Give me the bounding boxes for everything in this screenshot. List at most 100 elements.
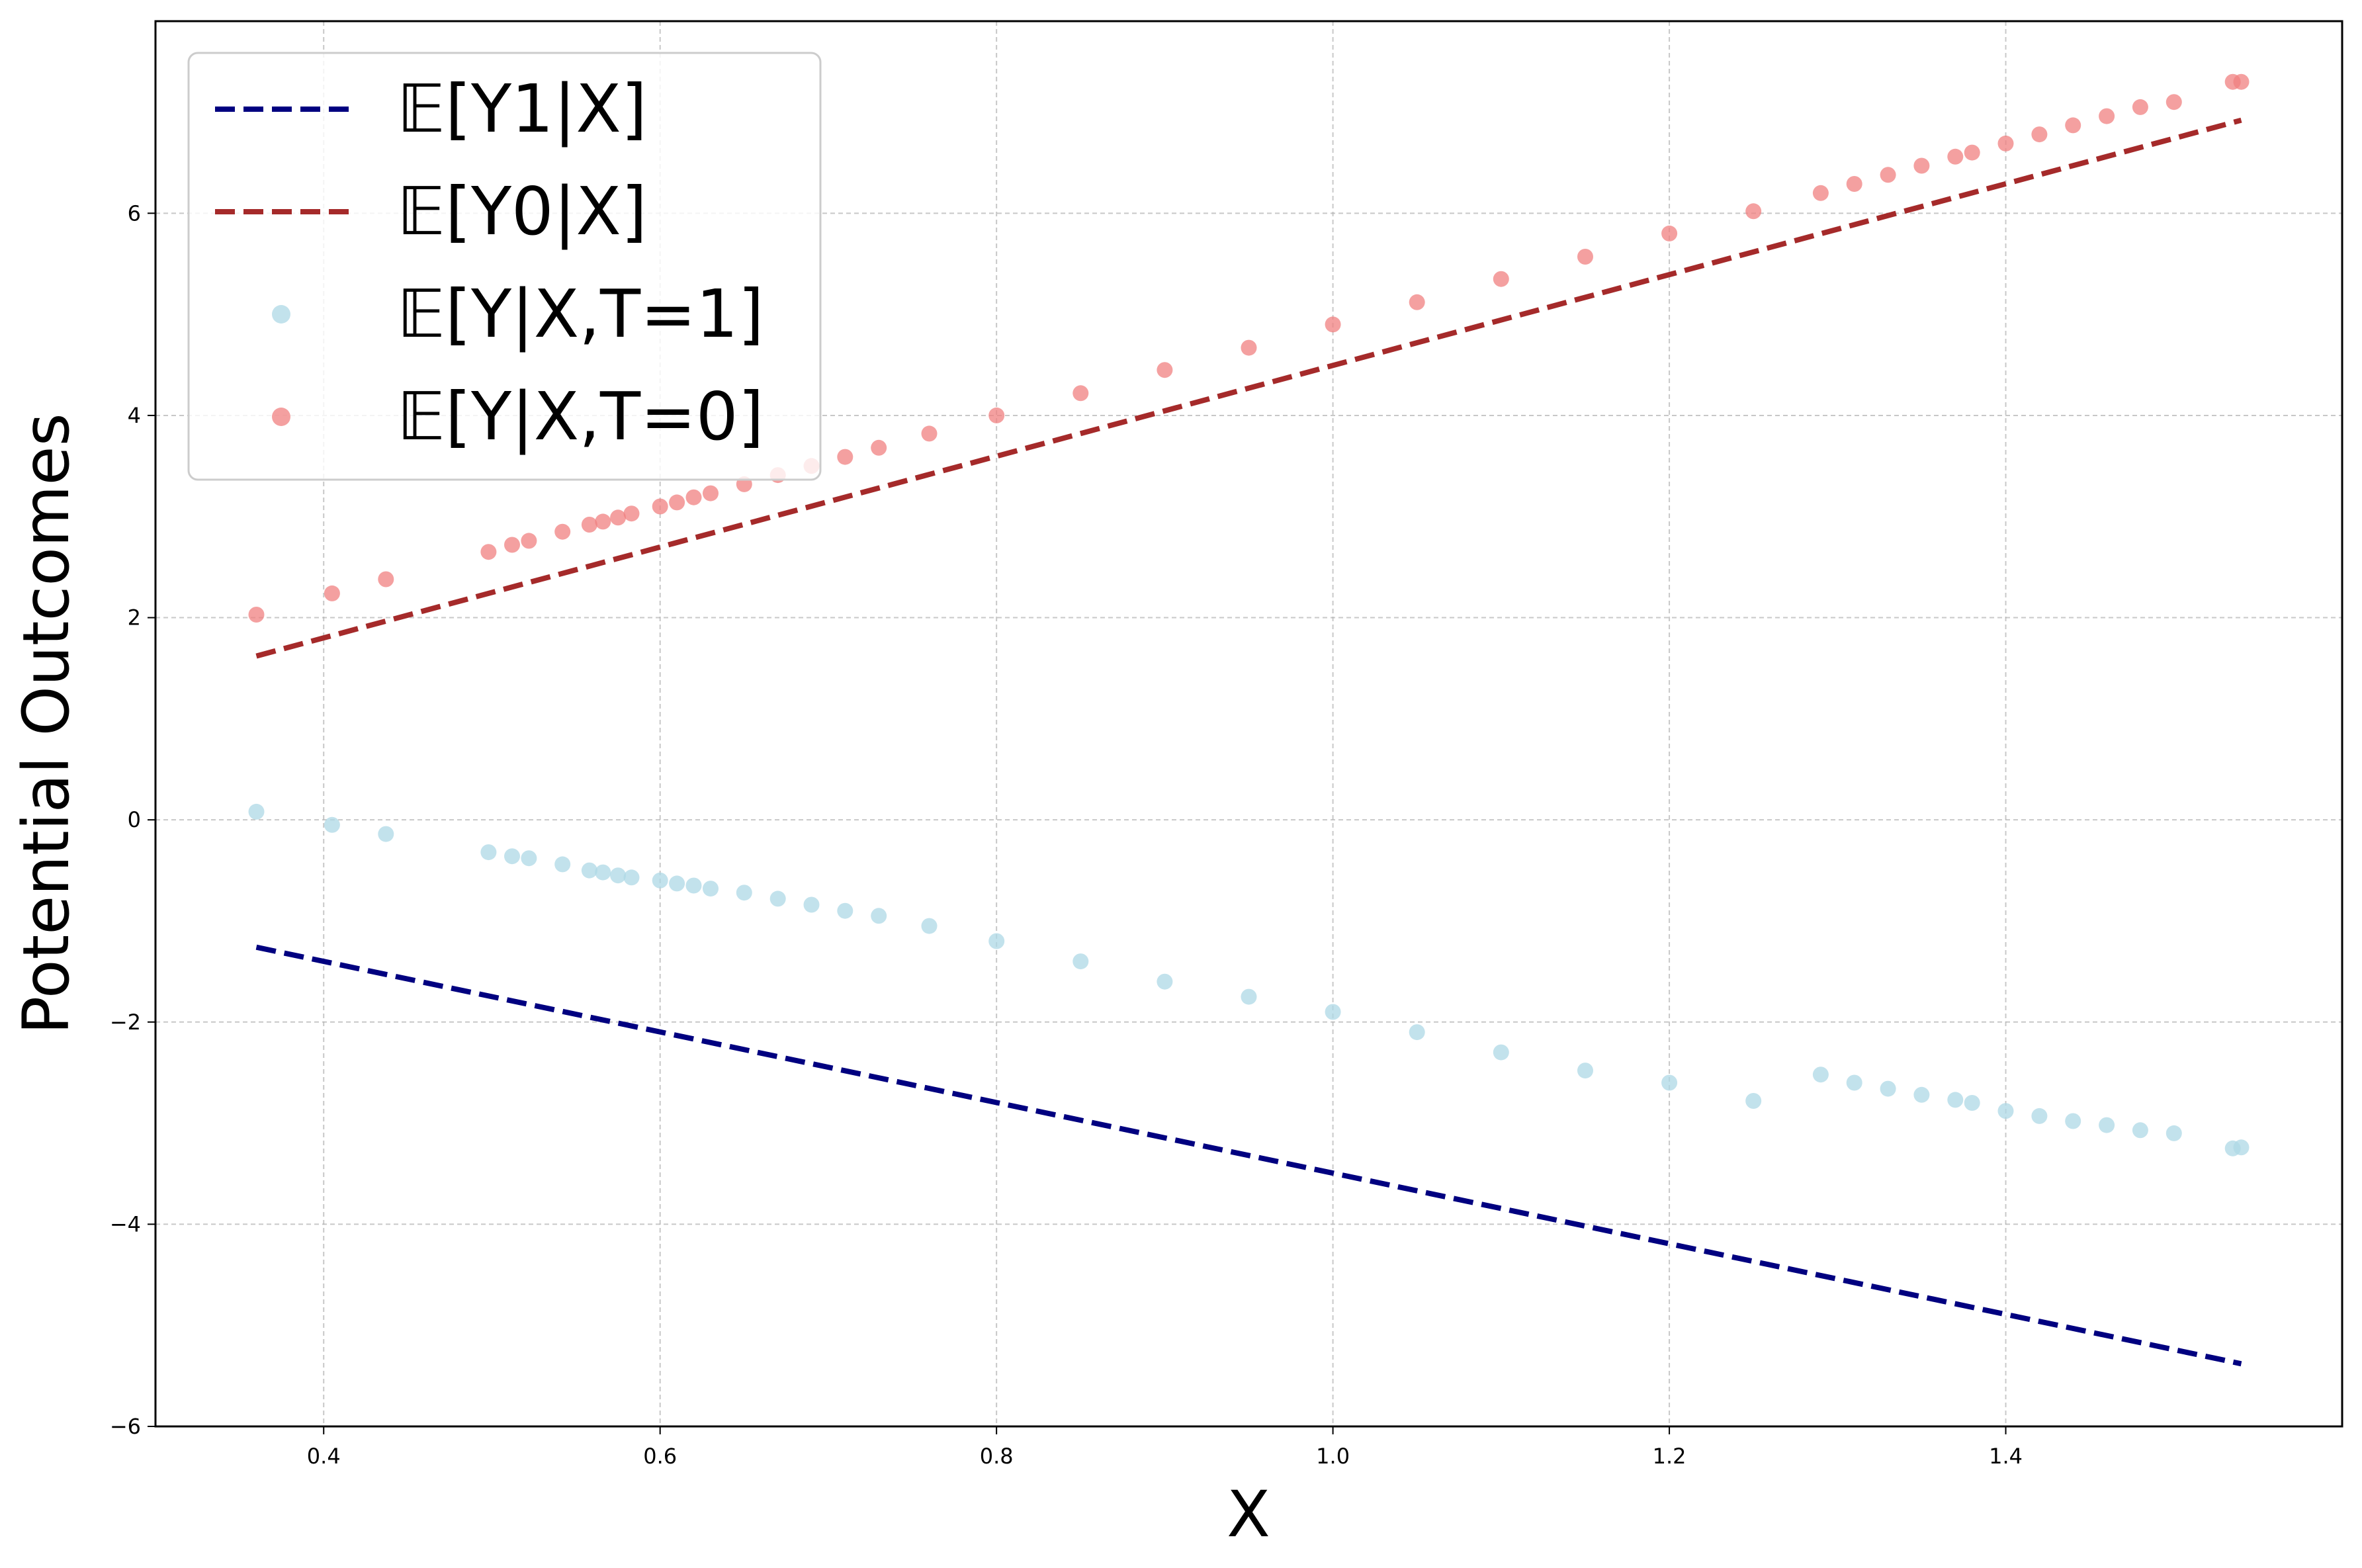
scatter-point-s2	[1577, 1063, 1593, 1079]
scatter-point-s3	[652, 498, 668, 515]
scatter-point-s2	[652, 872, 668, 889]
scatter-point-s3	[623, 505, 640, 522]
x-axis-ticks: 0.4 0.6 0.8 1.0 1.2 1.4	[307, 1426, 2023, 1469]
y-tick-label: 6	[128, 200, 141, 226]
scatter-point-s3	[685, 489, 702, 505]
x-tick-label: 0.4	[307, 1444, 341, 1469]
scatter-point-s2	[1880, 1080, 1896, 1097]
scatter-point-s2	[2065, 1113, 2081, 1129]
scatter-point-s2	[685, 877, 702, 894]
scatter-point-s2	[1409, 1024, 1425, 1041]
y-tick-label: −2	[110, 1010, 141, 1035]
scatter-point-s3	[1812, 185, 1829, 201]
scatter-point-s3	[988, 407, 1005, 423]
scatter-point-s3	[1241, 339, 1257, 356]
scatter-point-s2	[1812, 1067, 1829, 1083]
scatter-point-s3	[595, 513, 611, 530]
scatter-point-s3	[248, 607, 265, 623]
plot-frame	[154, 20, 2343, 1428]
scatter-point-s2	[2132, 1122, 2148, 1139]
scatter-point-s3	[2065, 117, 2081, 134]
scatter-point-s3	[581, 517, 597, 533]
scatter-point-s2	[248, 803, 265, 820]
scatter-point-s3	[1661, 225, 1678, 241]
scatter-point-s3	[1157, 362, 1173, 378]
scatter-point-s2	[2099, 1117, 2115, 1133]
legend-label: 𝔼[Y|X,T=0]	[397, 378, 764, 455]
scatter-point-s2	[988, 933, 1005, 949]
scatter-point-s3	[378, 571, 394, 588]
scatter-point-s3	[669, 494, 685, 511]
scatter-point-s3	[1964, 144, 1980, 161]
scatter-point-s3	[1493, 271, 1509, 287]
x-tick-label: 1.2	[1653, 1444, 1686, 1469]
scatter-point-s3	[2132, 99, 2148, 115]
expectation-lines	[255, 117, 2242, 1367]
scatter-point-s2	[2165, 1125, 2182, 1141]
scatter-point-s2	[378, 826, 394, 842]
scatter-point-s2	[1241, 988, 1257, 1005]
legend-items: 𝔼[Y1|X] 𝔼[Y0|X] 𝔼[Y|X,T=1] 𝔼[Y|X,T=0]	[215, 70, 764, 455]
x-axis-label: X	[1227, 1477, 1270, 1551]
scatter-point-s3	[921, 425, 938, 442]
scatter-point-s2	[1846, 1074, 1862, 1091]
scatter-point-s2	[1157, 973, 1173, 990]
y-tick-label: −4	[110, 1211, 141, 1237]
scatter-point-s2	[324, 816, 340, 833]
x-tick-label: 0.8	[980, 1444, 1014, 1469]
scatter-point-s2	[504, 848, 520, 865]
legend-marker-swatch	[272, 408, 290, 426]
y-axis-ticks: −6 −4 −2 0 2 4 6	[110, 200, 155, 1439]
scatter-point-s3	[1577, 249, 1593, 265]
scatter-point-s3	[1072, 385, 1089, 402]
legend-label: 𝔼[Y0|X]	[397, 173, 647, 250]
scatter-point-s3	[703, 485, 719, 501]
y-tick-label: 0	[128, 807, 141, 832]
scatter-point-s2	[1493, 1044, 1509, 1061]
scatter-point-s3	[554, 523, 571, 540]
scatter-point-s2	[1964, 1095, 1980, 1111]
scatter-point-s3	[610, 509, 627, 526]
scatter-point-s2	[1745, 1093, 1762, 1109]
scatter-point-s3	[1913, 157, 1930, 174]
scatter-point-s2	[554, 856, 571, 873]
scatter-point-s2	[803, 896, 820, 913]
y-tick-label: 4	[128, 403, 141, 428]
legend-label: 𝔼[Y1|X]	[397, 70, 647, 148]
scatter-point-s2	[703, 881, 719, 897]
scatter-point-s3	[324, 585, 340, 601]
scatter-point-s3	[871, 439, 887, 456]
scatter-point-s2	[921, 918, 938, 934]
scatter-point-s3	[1880, 167, 1896, 183]
y-tick-label: −6	[110, 1414, 141, 1439]
y-tick-label: 2	[128, 605, 141, 631]
legend: 𝔼[Y1|X] 𝔼[Y0|X] 𝔼[Y|X,T=1] 𝔼[Y|X,T=0]	[187, 52, 822, 481]
scatter-point-s3	[504, 537, 520, 553]
scatter-point-s3	[1325, 316, 1341, 333]
legend-box	[187, 52, 822, 481]
scatter-point-s2	[1913, 1086, 1930, 1103]
scatter-point-s2	[2031, 1108, 2048, 1124]
scatter-point-s3	[2031, 126, 2048, 143]
scatter-point-s2	[595, 864, 611, 881]
scatter-point-s2	[623, 869, 640, 886]
scatter-point-s2	[1947, 1092, 1964, 1108]
scatter-point-s2	[1997, 1103, 2014, 1119]
x-tick-label: 0.6	[643, 1444, 677, 1469]
scatter-point-s3	[837, 449, 853, 465]
x-tick-label: 1.0	[1316, 1444, 1350, 1469]
scatter-point-s3	[1997, 135, 2014, 152]
scatter-point-s3	[1745, 203, 1762, 220]
scatter-point-s2	[1072, 953, 1089, 970]
scatter-point-s2	[871, 908, 887, 924]
scatter-point-s3	[1409, 294, 1425, 310]
scatter-point-s2	[669, 875, 685, 892]
y-axis-label: Potential Outcomes	[9, 413, 83, 1034]
scatter-point-s2	[736, 885, 752, 901]
scatter-point-s2	[2233, 1139, 2250, 1156]
series-line-1	[255, 117, 2242, 659]
scatter-point-s2	[769, 891, 786, 907]
scatter-point-s3	[1846, 176, 1862, 192]
scatter-point-s2	[521, 850, 537, 867]
